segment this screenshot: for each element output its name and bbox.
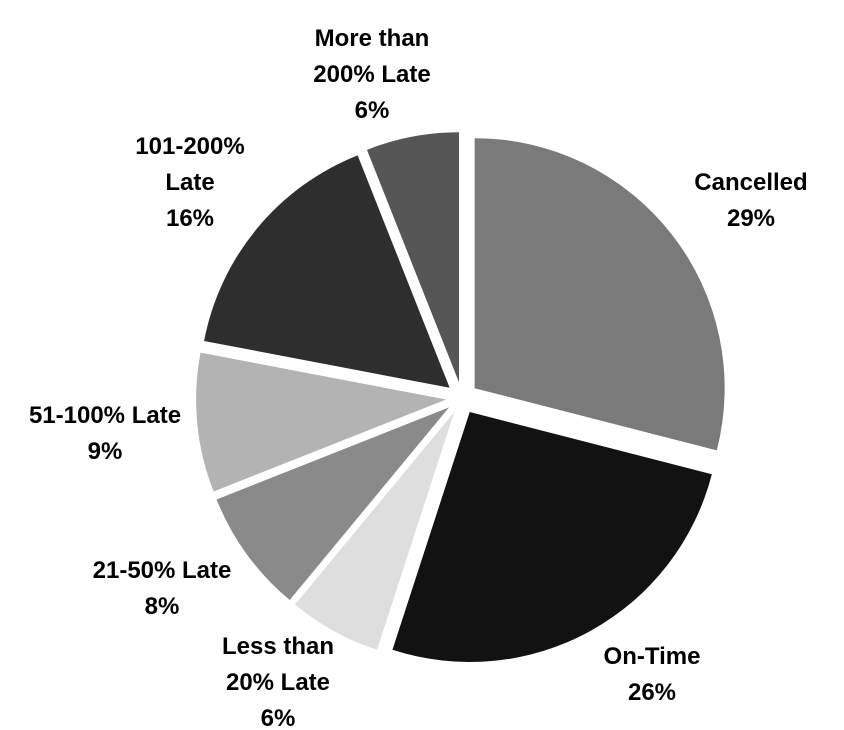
pie-slice-cancelled [474, 138, 725, 451]
pie-slice-101-200-late [204, 155, 450, 388]
pie-slice-on-time [392, 412, 712, 663]
pie-slice-more-than-200-late [366, 132, 459, 383]
pie-slice-51-100-late [196, 352, 447, 492]
pie-slice-less-than-20-late [294, 412, 455, 650]
pie-slice-21-50-late [216, 407, 450, 601]
